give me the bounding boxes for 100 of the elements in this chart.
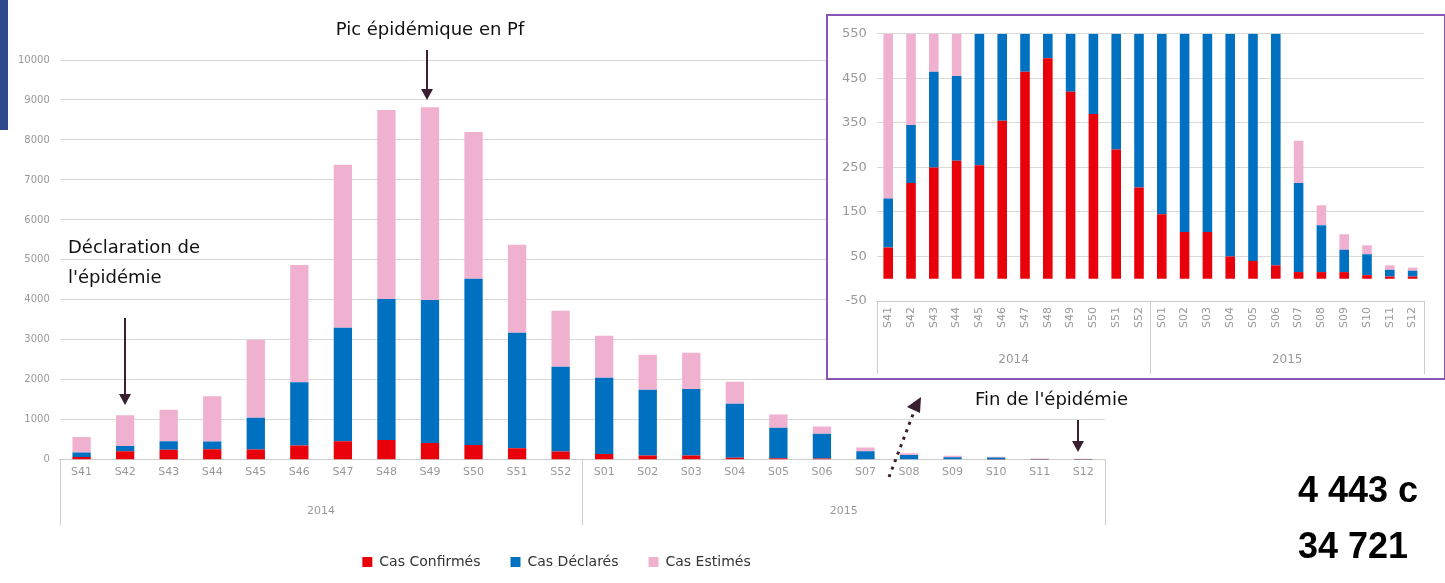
bar <box>420 443 440 460</box>
bar <box>1339 234 1349 250</box>
bar <box>420 107 440 300</box>
y-tick-label: 2000 <box>24 373 50 385</box>
y-tick-label: 3000 <box>24 333 50 345</box>
y-tick-label: 0 <box>43 453 50 465</box>
annotation: 2014 <box>998 352 1029 367</box>
x-tick-label: S51 <box>506 465 528 479</box>
x-tick-label: S50 <box>463 465 485 479</box>
bar <box>1043 58 1053 279</box>
bar <box>159 409 178 442</box>
bar <box>159 441 178 450</box>
y-tick-label: 50 <box>850 247 867 263</box>
text: 34 721 <box>1298 524 1410 568</box>
bar <box>1179 33 1190 232</box>
bar <box>812 426 832 434</box>
bar <box>1088 33 1099 114</box>
x-tick-label: S43 <box>926 307 940 328</box>
x-tick-label: S02 <box>1177 307 1191 328</box>
bar <box>290 445 309 460</box>
x-tick-label: S52 <box>550 465 572 479</box>
bar <box>333 327 353 442</box>
x-tick-label: S49 <box>1063 307 1077 328</box>
bar <box>929 33 939 72</box>
y-tick-label: 550 <box>841 25 867 41</box>
bar <box>464 131 483 279</box>
bar <box>856 451 875 460</box>
bar <box>812 433 832 459</box>
bar <box>72 437 91 453</box>
bar <box>906 183 916 279</box>
bar <box>246 449 265 460</box>
y-tick-label: 450 <box>841 69 867 85</box>
x-tick-label: S45 <box>245 465 267 479</box>
x-tick-label: S44 <box>201 465 223 479</box>
bar <box>203 441 222 450</box>
bar <box>377 440 396 460</box>
bar <box>1362 254 1372 276</box>
x-tick-label: S51 <box>1109 307 1123 328</box>
bar <box>1385 269 1395 277</box>
bar <box>906 125 916 183</box>
bar <box>1134 33 1144 188</box>
bar <box>1065 91 1076 279</box>
bar <box>951 160 962 279</box>
x-tick-label: S08 <box>898 465 920 479</box>
x-tick-label: S47 <box>1017 307 1031 328</box>
x-tick-label: S45 <box>972 307 986 328</box>
y-tick-label: 4000 <box>24 293 50 305</box>
bar <box>551 366 570 452</box>
x-tick-label: S42 <box>114 465 136 479</box>
x-tick-label: S41 <box>881 307 895 328</box>
x-tick-label: S47 <box>332 465 354 479</box>
bar <box>333 164 353 328</box>
bar <box>1293 272 1304 279</box>
x-tick-label: S06 <box>811 465 833 479</box>
bar <box>246 339 265 418</box>
bar <box>1316 225 1327 273</box>
text: Pic épidémique en Pf <box>334 17 526 41</box>
bar <box>1225 33 1235 257</box>
x-tick-label: S09 <box>942 465 964 479</box>
legend-label: Cas Confirmés <box>379 552 481 569</box>
bar <box>1157 33 1167 215</box>
bar <box>507 244 527 333</box>
x-tick-label: S46 <box>995 307 1009 328</box>
x-tick-label: S48 <box>375 465 397 479</box>
bar <box>507 332 527 449</box>
bar <box>856 447 875 452</box>
bar <box>997 33 1007 121</box>
bar <box>725 403 744 458</box>
y-tick-label: 5000 <box>24 253 50 265</box>
bar <box>951 33 962 77</box>
x-tick-label: S02 <box>637 465 659 479</box>
bar <box>1020 71 1030 279</box>
bar <box>769 427 788 459</box>
x-tick-label: S03 <box>1200 307 1214 328</box>
x-tick-label: S11 <box>1382 307 1396 328</box>
x-tick-label: S07 <box>854 465 876 479</box>
y-tick-label: -50 <box>845 292 867 308</box>
bar <box>551 310 570 367</box>
bar <box>333 441 353 460</box>
x-tick-label: S52 <box>1131 307 1145 328</box>
bar <box>682 352 701 390</box>
bar <box>1271 265 1281 279</box>
bar <box>1111 33 1121 150</box>
bar <box>769 414 788 428</box>
bar <box>420 299 440 444</box>
bar <box>1385 265 1395 270</box>
annotation: Fin de l'épidémie <box>975 387 1129 411</box>
bar <box>377 299 396 441</box>
bar <box>1339 272 1349 279</box>
bar <box>883 33 893 199</box>
bar <box>1157 214 1167 279</box>
x-tick-label: S01 <box>1154 307 1168 328</box>
x-tick-label: S06 <box>1268 307 1282 328</box>
bar <box>115 451 135 460</box>
x-tick-label: S01 <box>593 465 615 479</box>
bar <box>1385 276 1395 279</box>
bar <box>246 417 265 450</box>
bar <box>1248 260 1258 279</box>
bar <box>290 382 309 446</box>
x-tick-label: S48 <box>1040 307 1054 328</box>
